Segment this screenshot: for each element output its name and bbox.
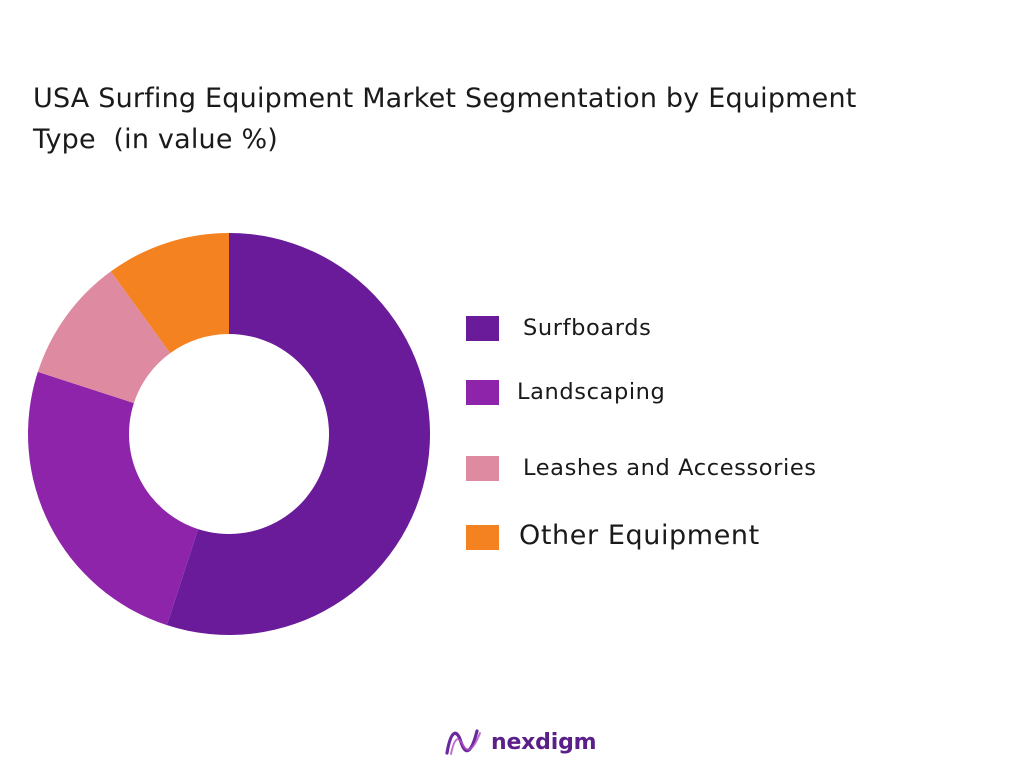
chart-title-line-2: Type (in value %) — [33, 124, 279, 155]
donut-slices — [27, 233, 431, 635]
legend-item-landscaping: Landscaping — [466, 379, 665, 405]
nexdigm-wave-logo-icon — [445, 729, 481, 755]
legend-swatch-other-equipment — [466, 525, 499, 550]
legend-swatch-leashes-and-accessories — [466, 455, 499, 481]
donut-slice-landscaping — [27, 371, 199, 626]
legend-swatch-surfboards — [466, 315, 499, 341]
brand-logo-block: nexdigm — [443, 722, 597, 762]
legend-item-surfboards: Surfboards — [466, 315, 651, 341]
legend-label-leashes-and-accessories: Leashes and Accessories — [523, 455, 817, 481]
legend-item-leashes-and-accessories: Leashes and Accessories — [466, 455, 817, 481]
legend-item-other-equipment: Other Equipment — [466, 520, 760, 551]
donut-slice-other-equipment — [110, 233, 229, 354]
legend-label-surfboards: Surfboards — [523, 315, 652, 341]
donut-slice-surfboards — [166, 233, 431, 635]
legend-label-landscaping: Landscaping — [517, 379, 666, 405]
donut-slice-leashes-and-accessories — [37, 271, 171, 404]
chart-title: USA Surfing Equipment Market Segmentatio… — [33, 78, 993, 160]
brand-name: nexdigm — [491, 729, 597, 755]
chart-title-line-1: USA Surfing Equipment Market Segmentatio… — [33, 83, 857, 114]
legend-label-other-equipment: Other Equipment — [519, 520, 760, 551]
legend-swatch-landscaping — [466, 379, 499, 405]
